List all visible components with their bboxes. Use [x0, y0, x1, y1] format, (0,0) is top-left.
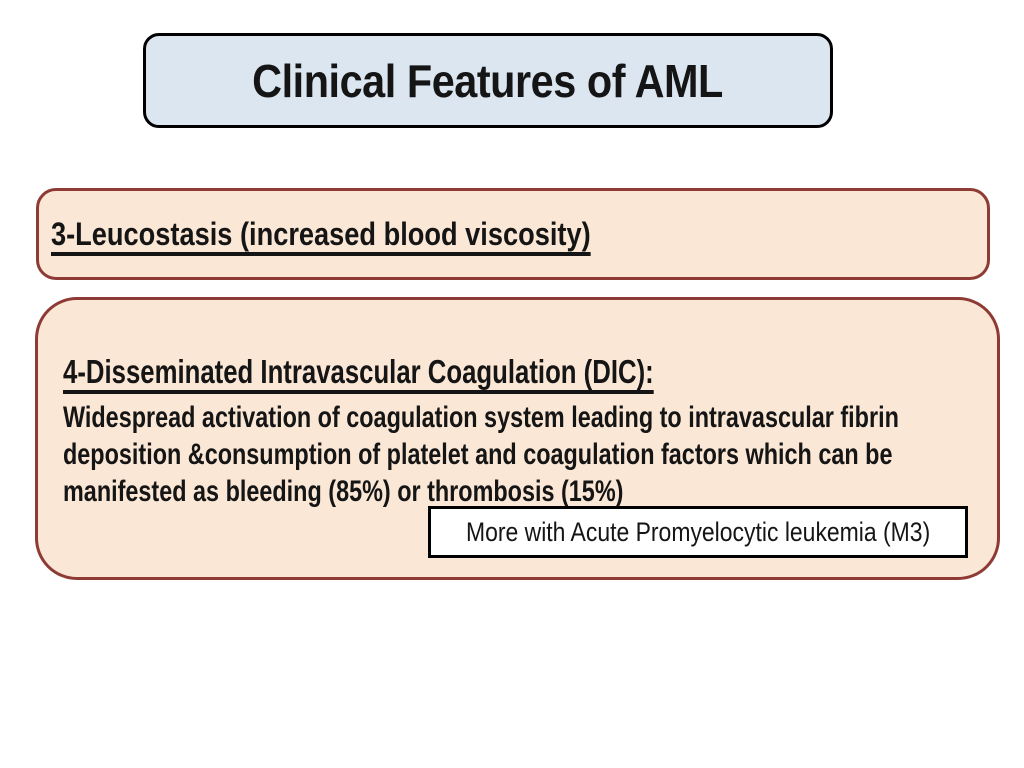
- section-dic-box: 4-Disseminated Intravascular Coagulation…: [35, 297, 1000, 580]
- section-dic-heading: 4-Disseminated Intravascular Coagulation…: [63, 353, 654, 390]
- dic-body-line: deposition &consumption of platelet and …: [63, 438, 893, 471]
- dic-note-text: More with Acute Promyelocytic leukemia (…: [465, 516, 931, 547]
- slide-title: Clinical Features of AML: [252, 54, 724, 107]
- dic-body-line: Widespread activation of coagulation sys…: [63, 401, 899, 434]
- dic-body-line: manifested as bleeding (85%) or thrombos…: [63, 475, 624, 508]
- section-dic-body: Widespread activation of coagulation sys…: [63, 399, 899, 510]
- dic-note-box: More with Acute Promyelocytic leukemia (…: [428, 506, 968, 558]
- section-leucostasis-heading: 3-Leucostasis (increased blood viscosity…: [51, 215, 591, 252]
- title-box: Clinical Features of AML: [143, 33, 833, 128]
- section-leucostasis-box: 3-Leucostasis (increased blood viscosity…: [36, 188, 990, 280]
